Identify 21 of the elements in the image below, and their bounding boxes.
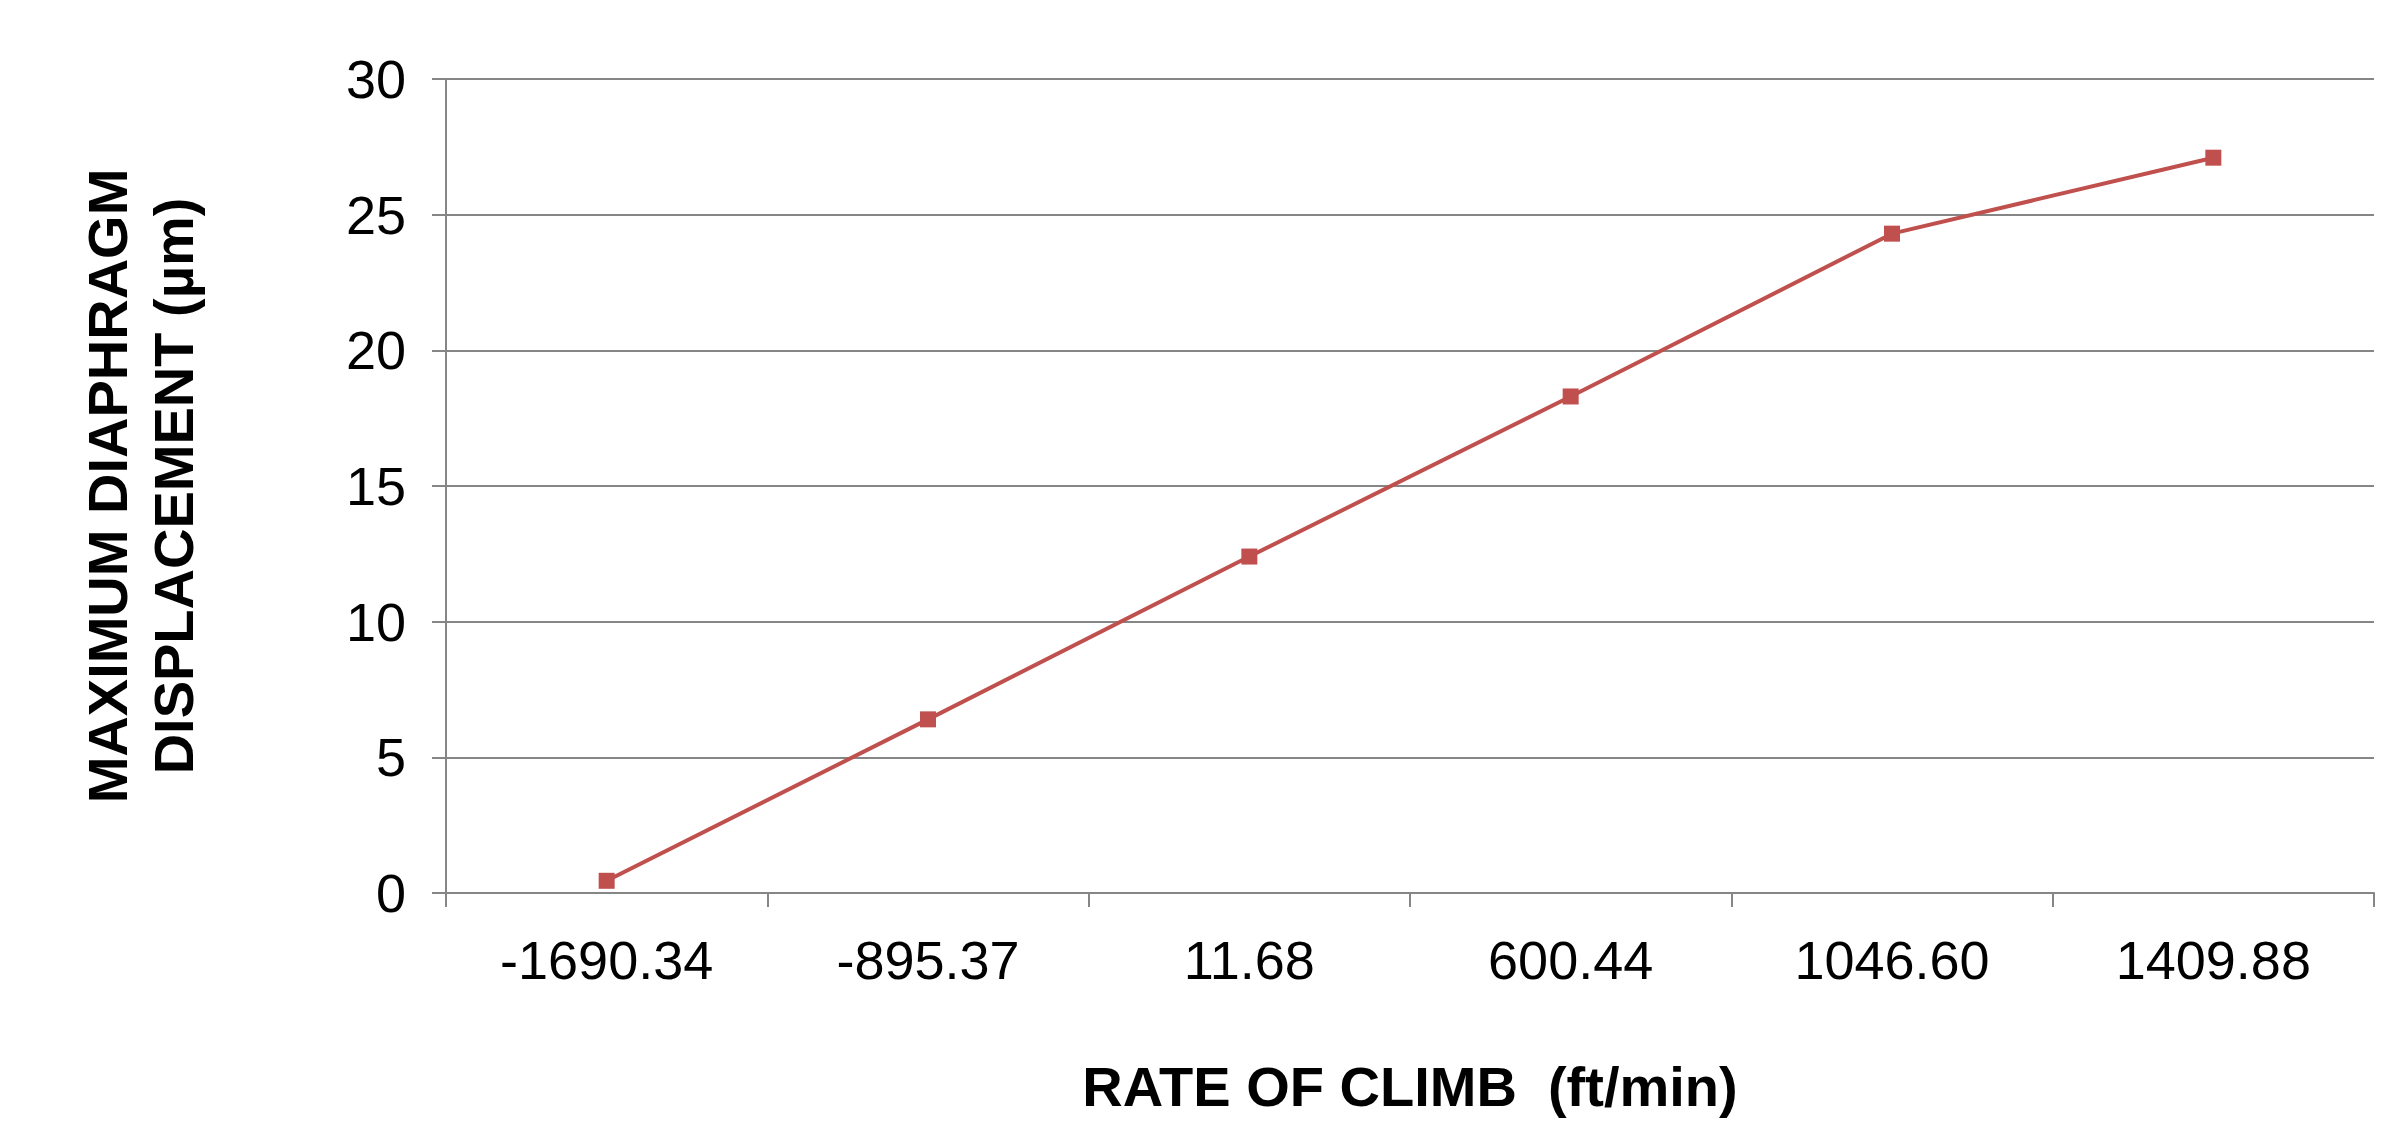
y-tick-label: 30 [345, 49, 406, 109]
y-axis-title: MAXIMUM DIAPHRAGM DISPLACEMENT (µm) [75, 168, 205, 804]
y-tick-label: 0 [375, 863, 406, 923]
y-tick-label: 10 [345, 591, 406, 652]
point [920, 711, 936, 728]
x-tick-label: 1409.88 [2115, 930, 2311, 990]
point [598, 872, 615, 889]
x-axis-title: RATE OF CLIMB (ft/min) [1082, 1054, 1738, 1118]
point [1884, 225, 1900, 242]
y-tick-label: 5 [375, 727, 406, 788]
point [1241, 548, 1258, 565]
x-tick-label: -895.37 [836, 930, 1020, 990]
point [1562, 388, 1579, 405]
x-tick-label: 11.68 [1183, 930, 1315, 990]
x-tick-label: 600.44 [1488, 930, 1654, 990]
y-tick-label: 20 [345, 320, 406, 381]
x-tick-label: -1690.34 [500, 930, 714, 990]
point [2205, 149, 2222, 166]
y-tick-label: 25 [345, 184, 406, 245]
y-tick-label: 15 [345, 456, 406, 516]
x-tick-label: 1046.60 [1794, 930, 1990, 990]
